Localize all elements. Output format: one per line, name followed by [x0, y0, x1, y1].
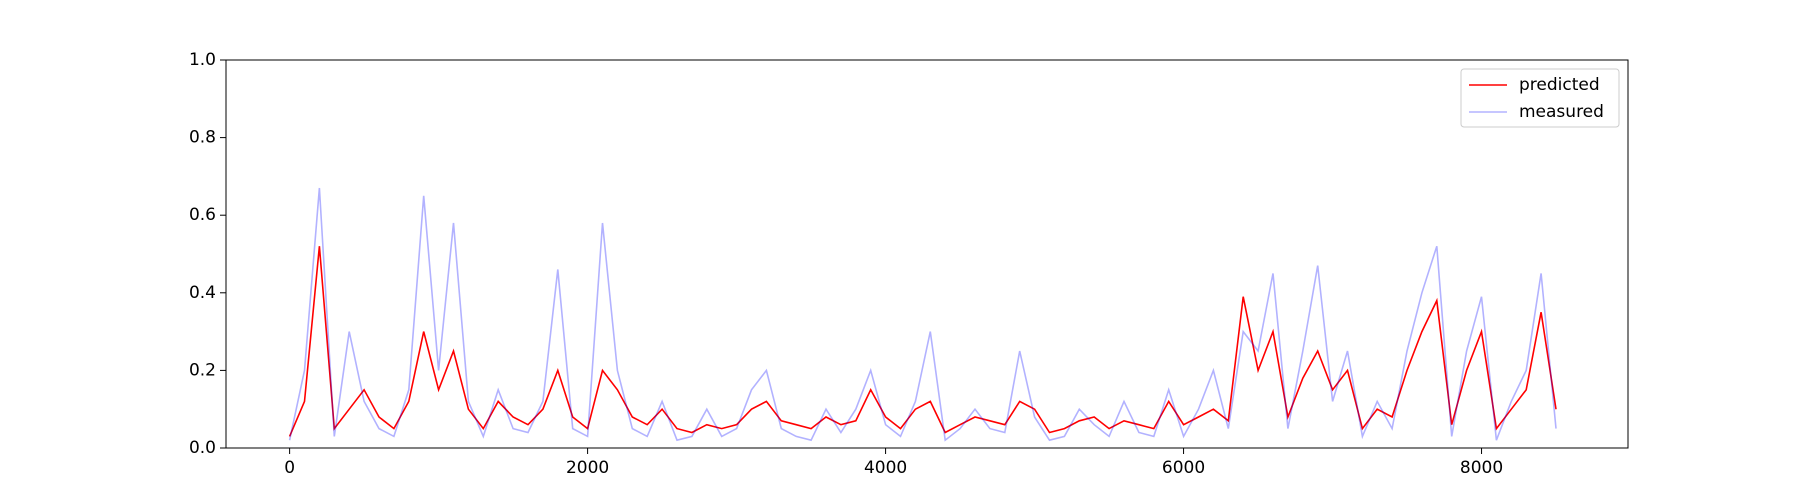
x-tick-label: 8000	[1460, 458, 1503, 478]
y-tick-label: 0.8	[189, 128, 216, 148]
y-tick-label: 0.0	[189, 438, 216, 458]
legend-label: measured	[1519, 102, 1604, 122]
x-tick-label: 2000	[566, 458, 609, 478]
plot-frame	[225, 59, 1629, 449]
y-tick-label: 0.6	[189, 205, 216, 225]
y-tick-label: 1.0	[189, 50, 216, 70]
y-tick-label: 0.2	[189, 360, 216, 380]
y-tick-label: 0.4	[189, 283, 216, 303]
x-tick-label: 6000	[1162, 458, 1205, 478]
x-tick-label: 4000	[864, 458, 907, 478]
series-line	[288, 246, 1557, 437]
x-tick-label: 0	[284, 458, 295, 478]
legend-box	[1460, 68, 1620, 128]
legend-label: predicted	[1519, 75, 1600, 95]
series-line	[288, 187, 1557, 442]
